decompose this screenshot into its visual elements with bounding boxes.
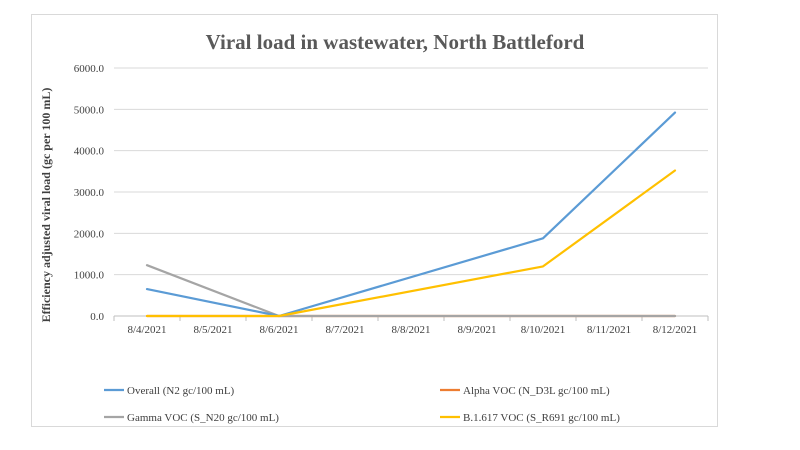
x-tick-label: 8/11/2021 bbox=[587, 324, 631, 336]
series-line-1 bbox=[145, 111, 677, 318]
y-axis-label: Efficiency adjusted viral load (gc per 1… bbox=[39, 88, 53, 323]
y-tick-label: 6000.0 bbox=[74, 63, 105, 75]
chart: Viral load in wastewater, North Battlefo… bbox=[39, 30, 709, 424]
gridlines bbox=[114, 67, 708, 276]
chart-frame: Viral load in wastewater, North Battlefo… bbox=[31, 14, 718, 427]
x-tick-label: 8/10/2021 bbox=[521, 324, 566, 336]
legend: Overall (N2 gc/100 mL) Alpha VOC (N_D3L g… bbox=[104, 385, 620, 424]
legend-label: Alpha VOC (N_D3L gc/100 mL) bbox=[463, 385, 610, 397]
x-tick-label: 8/7/2021 bbox=[325, 324, 364, 336]
y-tick-label: 5000.0 bbox=[74, 104, 105, 116]
y-tick-label: 1000.0 bbox=[74, 270, 105, 282]
x-tick-label: 8/9/2021 bbox=[457, 324, 496, 336]
y-tick-label: 3000.0 bbox=[74, 187, 105, 199]
series-line-3 bbox=[145, 264, 677, 318]
series-line-4 bbox=[145, 169, 677, 318]
x-tick-label: 8/6/2021 bbox=[259, 324, 298, 336]
chart-title: Viral load in wastewater, North Battlefo… bbox=[206, 30, 585, 54]
x-tick-label: 8/12/2021 bbox=[653, 324, 698, 336]
legend-label: B.1.617 VOC (S_R691 gc/100 mL) bbox=[463, 412, 620, 424]
y-tick-label: 4000.0 bbox=[74, 146, 105, 158]
axes: 0.0 1000.0 2000.0 3000.0 4000.0 5000.0 6000.0 8… bbox=[74, 63, 709, 336]
y-tick-label: 2000.0 bbox=[74, 228, 105, 240]
legend-label: Gamma VOC (S_N20 gc/100 mL) bbox=[127, 412, 279, 424]
y-tick-label: 0.0 bbox=[90, 311, 104, 323]
x-tick-label: 8/4/2021 bbox=[127, 324, 166, 336]
x-tick-label: 8/5/2021 bbox=[193, 324, 232, 336]
series-lines bbox=[145, 111, 677, 318]
x-tick-label: 8/8/2021 bbox=[391, 324, 430, 336]
legend-label: Overall (N2 gc/100 mL) bbox=[127, 385, 235, 397]
